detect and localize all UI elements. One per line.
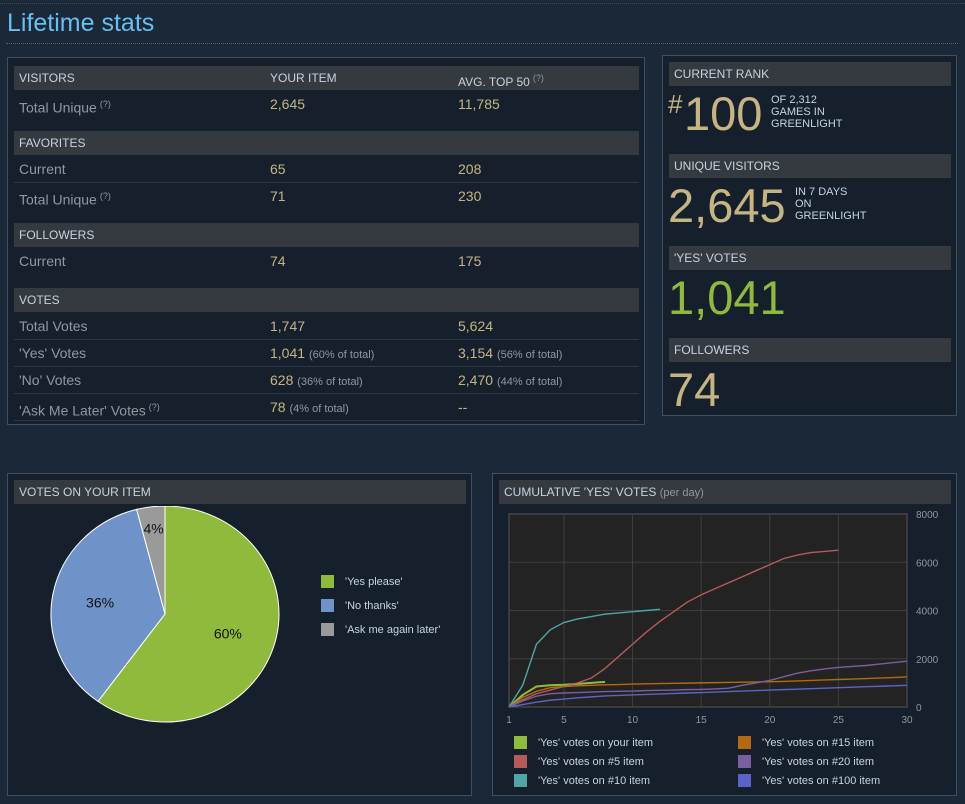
pie-slice-label: 36%: [86, 594, 114, 610]
page-title: Lifetime stats: [7, 9, 155, 37]
table-row: 'No' Votes 628 (36% of total) 2,470 (44%…: [14, 367, 639, 394]
unique-visitors-value: 2,645: [668, 179, 786, 232]
legend-label: 'No thanks': [345, 600, 399, 612]
series-line-2[interactable]: [508, 608, 661, 708]
y-tick-label: 4000: [916, 607, 939, 618]
table-row: Total Votes 1,747 5,624: [14, 313, 639, 340]
x-tick-label: 1: [506, 715, 512, 726]
table-row: 'Ask Me Later' Votes (?) 78 (4% of total)…: [14, 394, 639, 421]
cumulative-votes-panel: CUMULATIVE 'YES' VOTES (per day) 0 2000 40…: [492, 473, 957, 796]
y-tick-label: 8000: [916, 510, 939, 521]
y-tick-label: 6000: [916, 558, 939, 569]
help-icon[interactable]: (?): [99, 99, 111, 109]
votes-pie-header: VOTES ON YOUR ITEM: [14, 480, 466, 504]
x-tick-label: 15: [696, 715, 708, 726]
x-tick-label: 30: [901, 715, 913, 726]
legend-label: 'Yes' votes on #15 item: [762, 737, 874, 749]
favorites-header: FAVORITES: [14, 131, 639, 155]
rank-description: OF 2,312 GAMES IN GREENLIGHT: [771, 94, 843, 130]
help-icon[interactable]: (?): [148, 402, 160, 412]
help-icon[interactable]: (?): [99, 191, 111, 201]
table-row: Total Unique (?) 71 230: [19, 188, 482, 208]
table-row: 'Yes' Votes 1,041 (60% of total) 3,154 (…: [14, 340, 639, 367]
series-line-3[interactable]: [508, 676, 908, 708]
col-avg-top: AVG. TOP 50 (?): [458, 73, 544, 89]
legend-label: 'Yes' votes on #5 item: [538, 756, 644, 768]
series-line-0[interactable]: [508, 680, 606, 708]
followers-summary-header: FOLLOWERS: [669, 338, 951, 362]
legend-label: 'Yes' votes on #10 item: [538, 775, 650, 787]
pie-slice-0[interactable]: [97, 506, 280, 723]
legend-label: 'Yes' votes on #20 item: [762, 756, 874, 768]
lifetime-stats-table: VISITORS YOUR ITEM AVG. TOP 50 (?) Total …: [7, 57, 645, 425]
table-row: Current 74 175: [19, 253, 482, 269]
yes-votes-header: 'YES' VOTES: [669, 246, 951, 270]
visitors-header: VISITORS YOUR ITEM AVG. TOP 50 (?): [14, 66, 639, 90]
legend-swatch: [514, 736, 527, 749]
pie-slice-2[interactable]: [136, 506, 166, 615]
followers-header: FOLLOWERS: [14, 223, 639, 247]
top-divider: [0, 3, 965, 4]
legend-swatch: [321, 599, 334, 612]
table-row: Current 65 208: [14, 156, 639, 183]
pie-slice-1[interactable]: [50, 508, 166, 703]
x-tick-label: 5: [561, 715, 567, 726]
series-line-5[interactable]: [508, 684, 908, 708]
visitors-description: IN 7 DAYS ON GREENLIGHT: [795, 186, 867, 222]
legend-swatch: [514, 755, 527, 768]
pie-slice-label: 4%: [143, 520, 163, 536]
y-tick-label: 2000: [916, 655, 939, 666]
followers-summary-value: 74: [668, 363, 721, 416]
table-row: Total Unique (?) 2,645 11,785: [19, 96, 500, 116]
title-divider: [6, 43, 958, 44]
section-title: VISITORS: [19, 71, 75, 85]
x-tick-label: 25: [833, 715, 845, 726]
legend-swatch: [738, 774, 751, 787]
legend-swatch: [738, 736, 751, 749]
legend-swatch: [738, 755, 751, 768]
pie-slice-label: 60%: [214, 625, 242, 641]
legend-swatch: [514, 774, 527, 787]
unique-visitors-header: UNIQUE VISITORS: [669, 154, 951, 178]
current-rank-value: 100: [684, 87, 763, 140]
current-rank-header: CURRENT RANK: [669, 62, 951, 86]
legend-label: 'Yes please': [345, 576, 403, 588]
legend-swatch: [321, 575, 334, 588]
legend-label: 'Yes' votes on your item: [538, 737, 653, 749]
help-icon[interactable]: (?): [532, 73, 544, 83]
x-tick-label: 10: [627, 715, 639, 726]
x-tick-label: 20: [764, 715, 776, 726]
col-your-item: YOUR ITEM: [270, 71, 337, 85]
cumulative-votes-header: CUMULATIVE 'YES' VOTES (per day): [499, 480, 951, 504]
legend-swatch: [321, 623, 334, 636]
votes-pie-panel: VOTES ON YOUR ITEM 60% 36% 4% 'Yes please' '…: [7, 473, 472, 796]
votes-pie-chart: 60% 36% 4% 'Yes please' 'No thanks' 'Ask me a…: [50, 506, 440, 723]
rank-hash: #: [668, 89, 683, 119]
y-tick-label: 0: [916, 703, 922, 714]
legend-label: 'Yes' votes on #100 item: [762, 775, 880, 787]
legend-label: 'Ask me again later': [345, 624, 440, 636]
summary-panel: CURRENT RANK # 100 OF 2,312 GAMES IN GRE…: [662, 55, 957, 416]
votes-header: VOTES: [14, 288, 639, 312]
yes-votes-value: 1,041: [668, 271, 786, 324]
series-line-4[interactable]: [508, 660, 908, 708]
